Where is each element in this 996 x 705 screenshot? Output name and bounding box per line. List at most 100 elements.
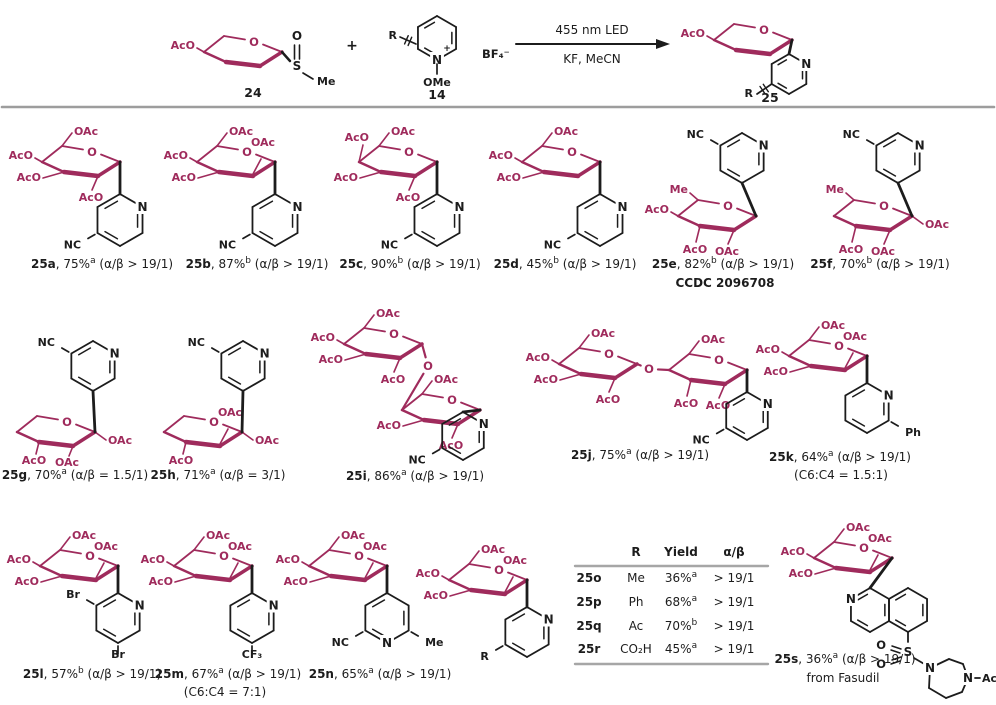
oxygen-label: O (876, 657, 886, 671)
sugar-ring-bond (853, 223, 893, 233)
substituent-bond (95, 562, 105, 579)
ring-double-bond (856, 619, 869, 627)
ring-double-bond (856, 593, 869, 601)
ring-bond (436, 232, 461, 247)
ring-bond (70, 340, 94, 355)
substituent-bond (210, 347, 220, 353)
substituent-bond (688, 340, 700, 355)
sugar-ring-bond (195, 160, 221, 174)
sugar-substituent-label: AcO (141, 553, 165, 566)
pyridine-ring: N NC (843, 128, 928, 184)
sugar-ring-bond (578, 371, 618, 381)
caption-part: 25k (769, 450, 795, 464)
sugar-ring-bond (733, 47, 773, 57)
substituent-bond (806, 553, 815, 559)
table-header: Yield (663, 545, 698, 559)
caption-part: 25n (309, 667, 334, 681)
compound-caption: 25k, 64%a (α/β > 19/1) (769, 449, 911, 464)
ring-bond (417, 15, 438, 28)
substituent-bond (32, 561, 41, 567)
sugar-ring-bond (363, 564, 389, 582)
sugar-ring-bond (400, 408, 426, 422)
ring-double-bond (259, 230, 274, 240)
sugar-ring-bond (96, 160, 122, 178)
sugar-substituent-label: AcO (381, 373, 405, 386)
ring-nitrogen-label: N (963, 671, 973, 685)
sugar-substituent-label: AcO (839, 243, 863, 256)
condition-bottom: KF, MeCN (563, 52, 621, 66)
sugar-ring-bond (358, 145, 380, 163)
substituent-bond (689, 192, 699, 201)
sugar-substituent-label: OAc (94, 540, 118, 553)
compound-caption: 25h, 71%a (α/β = 3/1) (151, 467, 286, 482)
ring-bond (844, 382, 868, 397)
sugar-ring-bond (521, 145, 543, 163)
separator: , (798, 652, 806, 666)
sugar-ring-bond (736, 207, 757, 217)
ring-oxygen-label: O (604, 347, 614, 361)
pyridine-ring: N NC (687, 128, 772, 184)
ring-bond (364, 592, 388, 607)
sugar-ring-bond (853, 199, 876, 205)
substituent-bond (567, 233, 576, 240)
ring-bond (850, 620, 871, 633)
substituent-bond (363, 314, 375, 329)
substituent-bond (60, 347, 70, 353)
separator: , (27, 468, 35, 482)
table-cell-ratio: > 19/1 (714, 619, 755, 633)
caption-part: 25s (774, 652, 798, 666)
ring-bond (95, 629, 119, 644)
separator: , (184, 667, 192, 681)
sugar-substituent-label: AcO (416, 567, 440, 580)
ring-double-bond (777, 82, 788, 89)
substituent-bond (718, 383, 726, 399)
substituent-bond (241, 431, 254, 441)
sugar-substituent-label: OAc (72, 529, 96, 542)
sugar-ring-bond (342, 342, 368, 356)
sugar-ring-bond (162, 430, 188, 444)
sugar-substituent-label: AcO (345, 131, 369, 144)
ring-oxygen-label: O (404, 145, 414, 159)
substituent-bond (34, 157, 43, 163)
ring-bond (929, 658, 950, 669)
pyridine-ring: N NC (408, 411, 492, 467)
ring-bond (220, 340, 244, 355)
ring-substituent-label: NC (332, 636, 349, 649)
double-bond (891, 645, 902, 650)
ring-double-bond (77, 376, 92, 385)
compound-note: from Fasudil (806, 671, 879, 685)
oxygen-label: O (876, 638, 886, 652)
ring-double-bond (584, 230, 599, 240)
bond (280, 50, 292, 63)
separator: , (334, 667, 342, 681)
table-cell-r: Me (627, 571, 645, 585)
ring-nitrogen-label: N (260, 347, 270, 361)
sugar-ring-bond (328, 549, 351, 555)
substituent-bond (354, 631, 364, 637)
caption-part: 57% (51, 667, 78, 681)
ring-bond (413, 232, 438, 247)
substituent-bond (336, 339, 345, 345)
substituent-bond (608, 377, 616, 393)
sugar-ring-bond (808, 339, 831, 345)
sugar-ring-bond (456, 408, 482, 426)
compound-caption: 25b, 87%b (α/β > 19/1) (186, 256, 329, 271)
sugar-ring-bond (183, 439, 223, 449)
yield-value: 45% (665, 642, 692, 656)
sugar-ring-bond (202, 50, 228, 64)
yield-value: 68% (665, 595, 692, 609)
substituent-bond (468, 550, 480, 565)
sugar-ring-bond (558, 347, 580, 365)
ring-double-bond (726, 168, 741, 177)
sugar-substituent-label: OAc (481, 543, 505, 556)
attachment-bond (91, 389, 97, 434)
table-cell-r: CO₂H (620, 642, 652, 656)
sugar-ring-bond (507, 571, 528, 581)
ring-oxygen-label: O (879, 199, 889, 213)
ring-double-bond (423, 21, 436, 29)
sugar-ring-bond (94, 564, 120, 582)
ring-bond (599, 193, 624, 208)
